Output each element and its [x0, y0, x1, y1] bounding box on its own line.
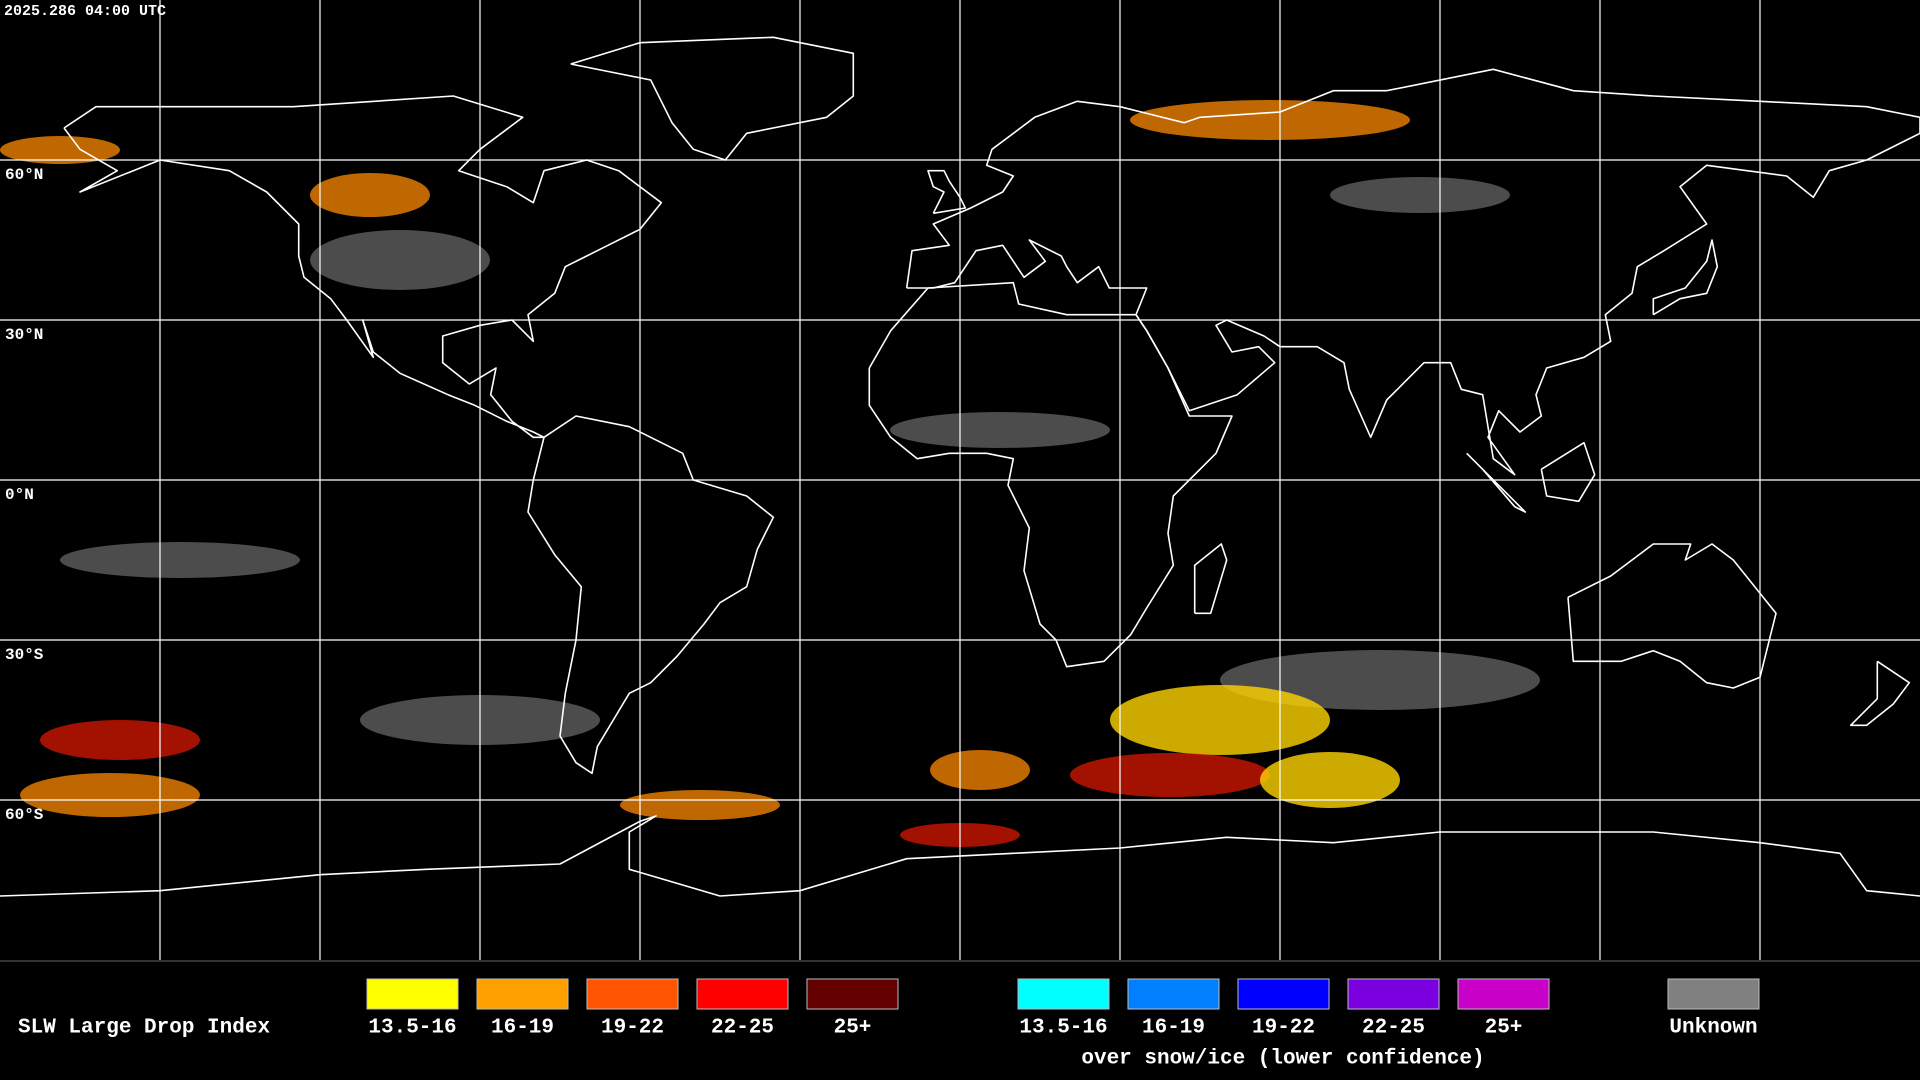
legend-swatch: [586, 978, 679, 1010]
legend-label: 22-25: [1362, 1017, 1425, 1040]
coastline: [1567, 543, 1777, 689]
coastline: [927, 169, 967, 215]
legend-swatch: [1347, 978, 1440, 1010]
coastline: [905, 68, 1920, 476]
coastline: [1849, 660, 1911, 727]
legend-swatch: [696, 978, 789, 1010]
legend-swatch: [1667, 978, 1760, 1010]
latitude-label: 30°N: [5, 326, 43, 344]
legend-title: SLW Large Drop Index: [18, 1017, 270, 1040]
coastlines: [0, 36, 1920, 897]
legend-label: 19-22: [1252, 1017, 1315, 1040]
latitude-label: 30°S: [5, 646, 44, 664]
legend-label: 16-19: [491, 1017, 554, 1040]
legend-swatch: [1457, 978, 1550, 1010]
graticule: [0, 0, 1920, 960]
coastline: [868, 281, 1233, 668]
latitude-label: 60°N: [5, 166, 43, 184]
coastline: [1652, 239, 1719, 316]
legend-label: 19-22: [601, 1017, 664, 1040]
coastline: [1540, 441, 1596, 503]
legend-swatch: [1237, 978, 1330, 1010]
legend-divider: [0, 960, 1920, 962]
coastline: [1193, 543, 1228, 615]
legend-label: 13.5-16: [1019, 1017, 1107, 1040]
latitude-labels: 60°N 30°N 0°N 30°S 60°S: [5, 166, 44, 824]
legend-swatch: [366, 978, 459, 1010]
legend-label: Unknown: [1669, 1017, 1757, 1040]
legend-label: 25+: [1485, 1017, 1523, 1040]
legend-label: 25+: [834, 1017, 872, 1040]
legend: SLW Large Drop Index 13.5-16 16-19 19-22 22…: [18, 978, 1760, 1071]
coastline: [570, 36, 855, 161]
latitude-label: 60°S: [5, 806, 44, 824]
legend-label: 13.5-16: [368, 1017, 456, 1040]
coastline: [0, 815, 1920, 897]
cloud-field: [0, 100, 1540, 847]
legend-caption: over snow/ice (lower confidence): [1081, 1048, 1484, 1071]
legend-label: 16-19: [1142, 1017, 1205, 1040]
legend-swatch: [476, 978, 569, 1010]
legend-label: 22-25: [711, 1017, 774, 1040]
timestamp: 2025.286 04:00 UTC: [4, 3, 166, 20]
coastline: [63, 95, 663, 439]
coastline: [1466, 452, 1527, 513]
legend-swatch: [1017, 978, 1110, 1010]
legend-swatch: [806, 978, 899, 1010]
latitude-label: 0°N: [5, 486, 34, 504]
legend-swatch: [1127, 978, 1220, 1010]
